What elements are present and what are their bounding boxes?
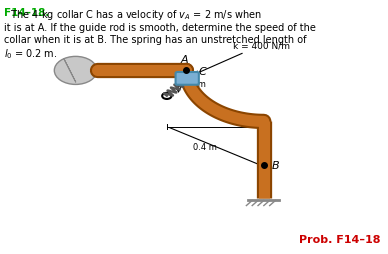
FancyBboxPatch shape [175,73,199,85]
Text: C: C [199,67,206,76]
Text: 0.4 m: 0.4 m [193,143,217,152]
Text: 0.1 m: 0.1 m [182,79,206,88]
Circle shape [54,57,97,85]
Text: Prob. F14–18: Prob. F14–18 [299,234,380,244]
Text: The 4-kg collar C has a velocity of $v_A$ = 2 m/s when
it is at A. If the guide : The 4-kg collar C has a velocity of $v_A… [4,8,316,60]
Text: B: B [272,160,279,170]
Text: A: A [180,55,188,65]
Text: k = 400 N/m: k = 400 N/m [195,41,290,75]
Circle shape [162,93,171,100]
Text: F14–18.: F14–18. [4,8,49,18]
